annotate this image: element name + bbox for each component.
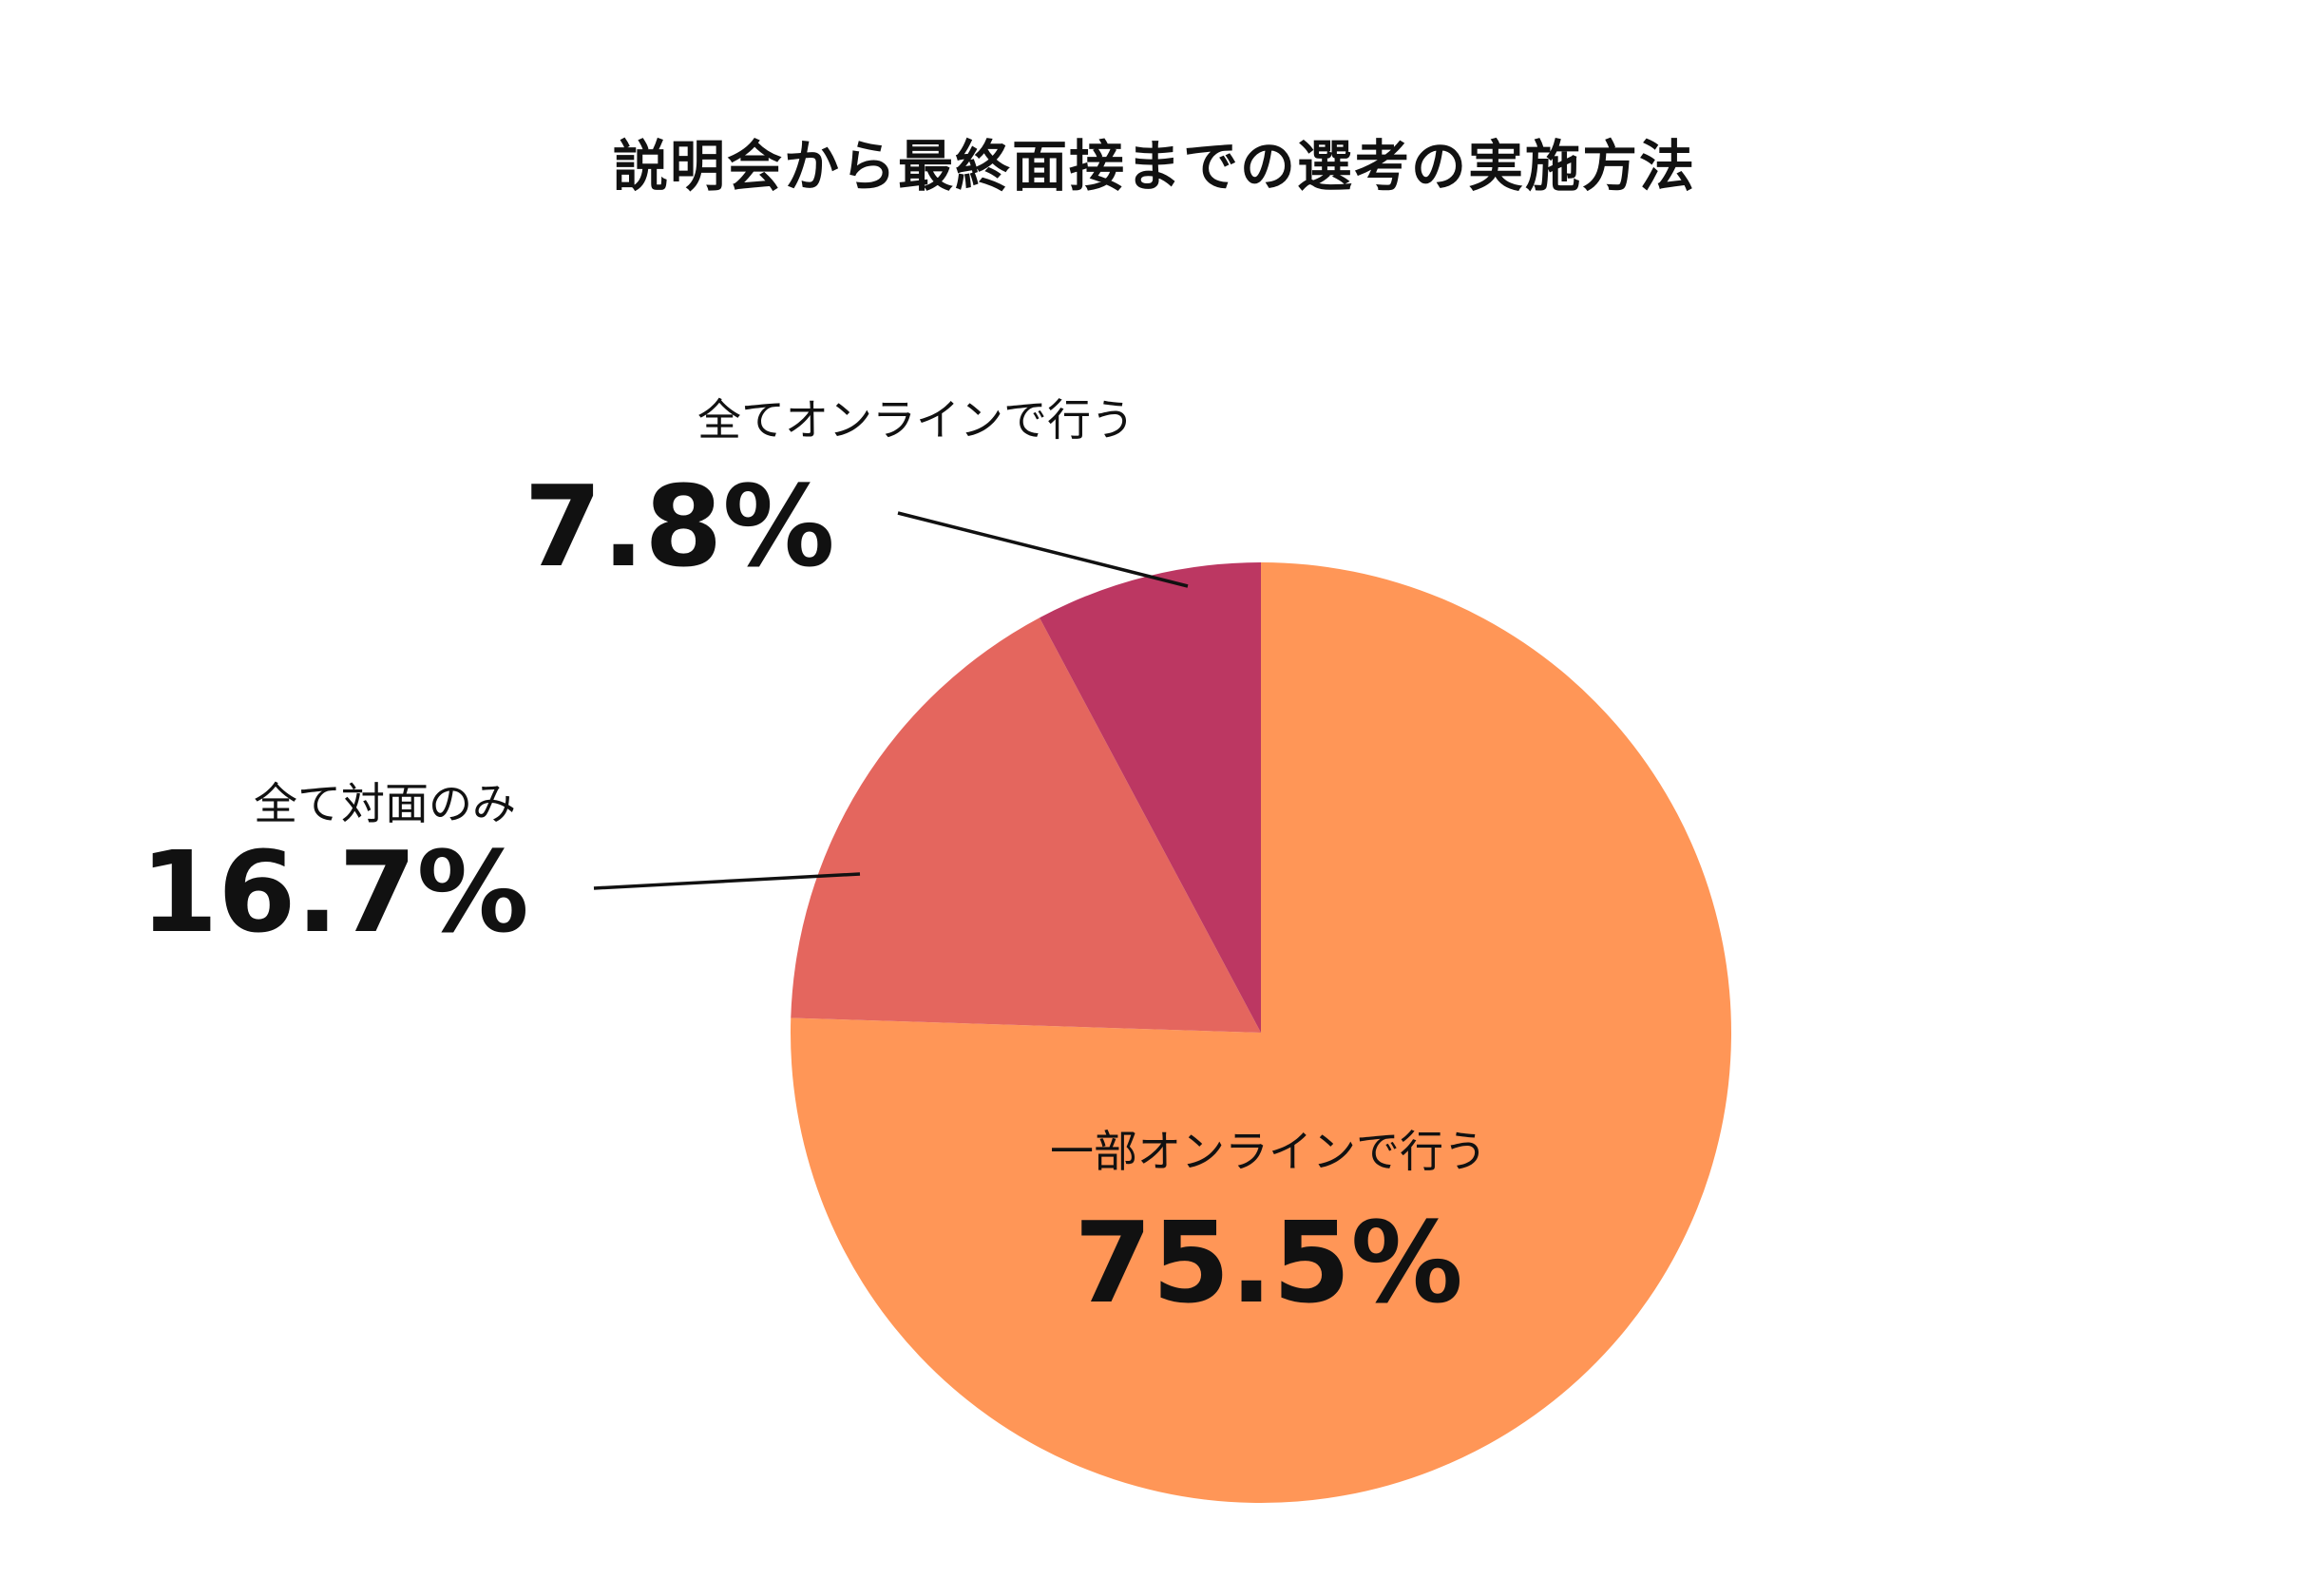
chart-title: 説明会から最終面接までの選考の実施方法 bbox=[612, 134, 1696, 199]
leader-lines bbox=[593, 511, 1189, 890]
slice-label-all-online: 全てオンラインで行う bbox=[697, 394, 1135, 446]
slice-partial-online bbox=[790, 562, 1731, 1503]
slice-value-partial-online: 75.5% bbox=[1074, 1197, 1462, 1328]
slice-value-all-online: 7.8% bbox=[524, 461, 834, 592]
leader-line-all-online bbox=[897, 511, 1189, 588]
slice-labels: 一部オンラインで行う 75.5% 全て対面のみ 16.7% 全てオンラインで行う… bbox=[140, 394, 1487, 1328]
slice-label-all-in-person: 全て対面のみ bbox=[254, 778, 516, 829]
slice-value-all-in-person: 16.7% bbox=[140, 826, 528, 958]
pie-slices bbox=[790, 562, 1731, 1503]
slice-label-partial-online: 一部オンラインで行う bbox=[1050, 1126, 1487, 1177]
slice-all-online bbox=[1040, 562, 1261, 1033]
leader-line-all-in-person bbox=[593, 872, 861, 890]
slice-all-in-person bbox=[791, 618, 1261, 1033]
